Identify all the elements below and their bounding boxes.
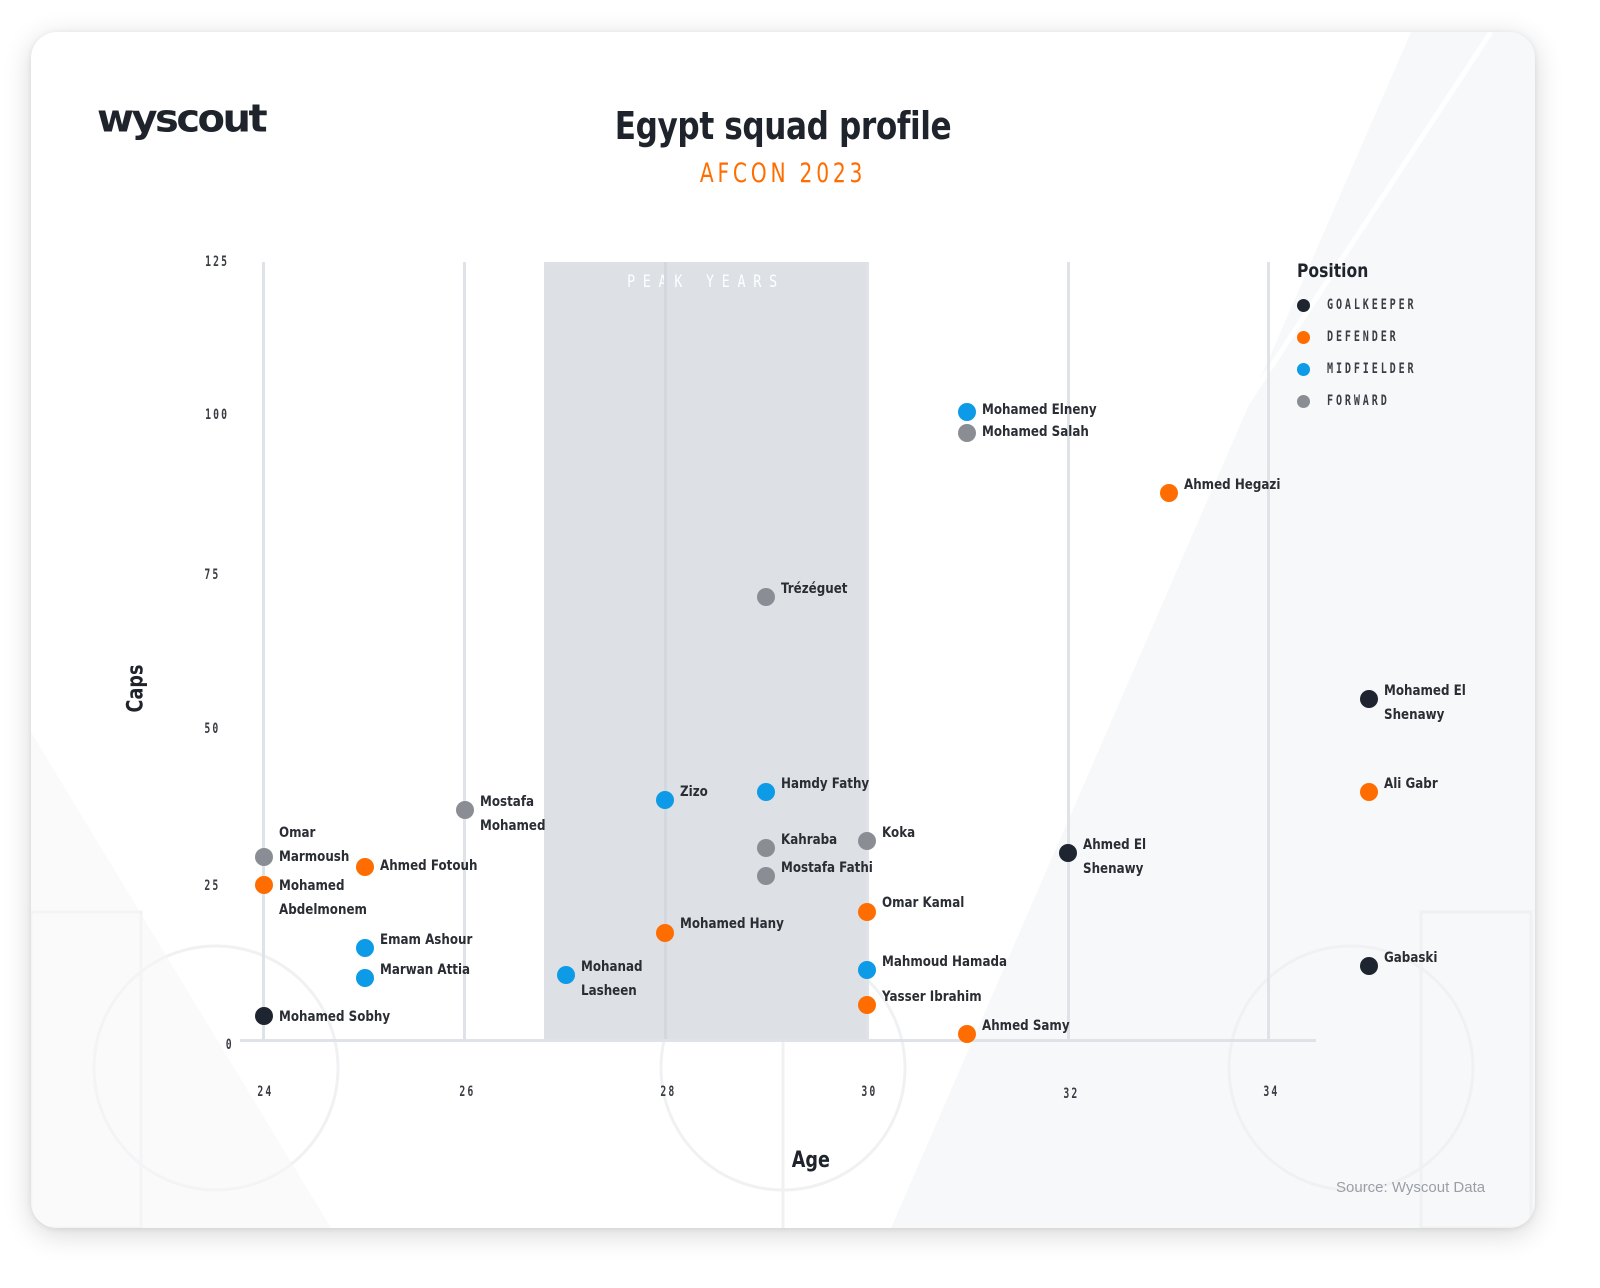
x-tick: 32 — [1063, 1086, 1080, 1102]
player-label: Hamdy Fathy — [781, 776, 870, 792]
gridline-34 — [1267, 262, 1270, 1041]
y-tick: 0 — [225, 1037, 234, 1053]
midfielder-dot-icon — [1297, 362, 1310, 376]
data-point-goalkeeper[interactable] — [1059, 844, 1077, 862]
data-point-goalkeeper[interactable] — [255, 1007, 273, 1025]
player-label: Yasser Ibrahim — [882, 989, 982, 1005]
gridline-32 — [1067, 262, 1070, 1041]
data-point-forward[interactable] — [858, 832, 876, 850]
data-point-goalkeeper[interactable] — [1360, 690, 1378, 708]
y-tick: 75 — [204, 567, 221, 583]
y-tick: 125 — [205, 254, 230, 270]
data-point-forward[interactable] — [757, 588, 775, 606]
gridline-28 — [664, 262, 667, 1041]
player-label: Mohamed Elneny — [982, 402, 1097, 418]
player-label: Omar Kamal — [882, 895, 965, 911]
peak-years-label: PEAK YEARS — [627, 272, 785, 292]
player-label: Emam Ashour — [380, 932, 473, 948]
chart-title: Egypt squad profile — [614, 104, 952, 148]
player-label: Ahmed El Shenawy — [1083, 837, 1147, 877]
player-label: Mohamed El Shenawy — [1384, 683, 1466, 723]
data-point-midfielder[interactable] — [958, 403, 976, 421]
legend-label: MIDFIELDER — [1327, 361, 1417, 377]
player-label: Ahmed Fotouh — [380, 858, 478, 874]
data-point-forward[interactable] — [757, 867, 775, 885]
legend-item-forward[interactable]: FORWARD — [1297, 391, 1414, 411]
gridline-26 — [463, 262, 466, 1041]
legend-item-midfielder[interactable]: MIDFIELDER — [1297, 359, 1451, 379]
player-label: Omar Marmoush — [279, 825, 350, 865]
data-point-defender[interactable] — [1160, 484, 1178, 502]
data-point-midfielder[interactable] — [757, 783, 775, 801]
chart-subtitle: AFCON 2023 — [699, 158, 867, 189]
legend-item-defender[interactable]: DEFENDER — [1297, 327, 1426, 347]
legend-label: FORWARD — [1327, 393, 1390, 409]
forward-dot-icon — [1297, 394, 1310, 408]
data-point-defender[interactable] — [356, 858, 374, 876]
player-label: Mostafa Fathi — [781, 860, 873, 876]
y-axis-title: Caps — [123, 664, 149, 713]
data-point-defender[interactable] — [958, 1025, 976, 1043]
legend-title: Position — [1297, 260, 1369, 282]
x-tick: 28 — [660, 1084, 677, 1100]
legend-label: GOALKEEPER — [1327, 297, 1417, 313]
player-label: Ahmed Samy — [982, 1018, 1070, 1034]
defender-dot-icon — [1297, 330, 1310, 344]
x-tick: 30 — [861, 1084, 878, 1100]
player-label: Mohamed Hany — [680, 916, 784, 932]
legend-item-goalkeeper[interactable]: GOALKEEPER — [1297, 295, 1451, 315]
data-point-defender[interactable] — [858, 903, 876, 921]
goalkeeper-dot-icon — [1297, 298, 1310, 312]
player-label: Gabaski — [1384, 950, 1438, 966]
player-label: Mohamed Sobhy — [279, 1009, 391, 1025]
y-tick: 25 — [204, 878, 221, 894]
player-label: Ali Gabr — [1384, 776, 1438, 792]
player-label: Mohamed Salah — [982, 424, 1089, 440]
data-point-defender[interactable] — [656, 924, 674, 942]
data-point-defender[interactable] — [1360, 783, 1378, 801]
x-axis-baseline — [240, 1039, 1316, 1042]
wyscout-logo: wyscout — [97, 97, 268, 141]
data-point-defender[interactable] — [858, 996, 876, 1014]
gridline-24 — [262, 262, 265, 1041]
legend-label: DEFENDER — [1327, 329, 1399, 345]
player-label: Marwan Attia — [380, 962, 471, 978]
source-note: Source: Wyscout Data — [1336, 1179, 1486, 1196]
y-tick: 50 — [204, 721, 221, 737]
peak-years-band — [544, 262, 868, 1041]
player-label: Mahmoud Hamada — [882, 954, 1008, 970]
player-label: Mohanad Lasheen — [581, 959, 643, 999]
x-axis-title: Age — [791, 1148, 830, 1173]
data-point-forward[interactable] — [958, 424, 976, 442]
player-label: Mostafa Mohamed — [480, 794, 546, 834]
data-point-midfielder[interactable] — [557, 966, 575, 984]
data-point-midfielder[interactable] — [858, 961, 876, 979]
x-tick: 24 — [257, 1084, 274, 1100]
player-label: Kahraba — [781, 832, 838, 848]
data-point-midfielder[interactable] — [656, 791, 674, 809]
y-tick: 100 — [205, 407, 230, 423]
x-tick: 26 — [459, 1084, 476, 1100]
player-label: Mohamed Abdelmonem — [279, 878, 367, 918]
data-point-forward[interactable] — [255, 848, 273, 866]
x-tick: 34 — [1263, 1084, 1280, 1100]
data-point-midfielder[interactable] — [356, 939, 374, 957]
player-label: Koka — [882, 825, 916, 841]
player-label: Zizo — [680, 784, 708, 800]
data-point-midfielder[interactable] — [356, 969, 374, 987]
data-point-forward[interactable] — [456, 801, 474, 819]
data-point-forward[interactable] — [757, 839, 775, 857]
player-label: Trézéguet — [781, 581, 848, 597]
player-label: Ahmed Hegazi — [1184, 477, 1281, 493]
data-point-defender[interactable] — [255, 876, 273, 894]
gridline-30 — [866, 262, 869, 1041]
data-point-goalkeeper[interactable] — [1360, 957, 1378, 975]
